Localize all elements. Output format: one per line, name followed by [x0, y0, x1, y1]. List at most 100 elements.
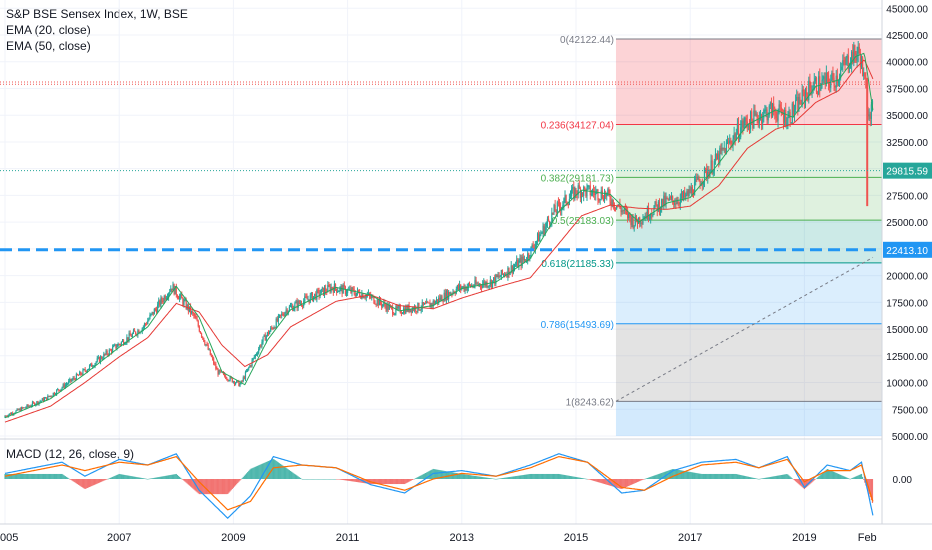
candle-body — [283, 315, 285, 317]
candle-body — [432, 300, 434, 306]
macd-histogram-bar — [114, 475, 116, 479]
macd-histogram-bar — [819, 475, 821, 479]
fibonacci-retracement[interactable]: 0(42122.44)0.236(34127.04)0.382(29181.73… — [541, 35, 882, 436]
macd-histogram-bar — [740, 475, 742, 479]
candle-body — [735, 133, 737, 141]
macd-histogram-bar — [482, 477, 484, 479]
macd-histogram-bar — [209, 479, 211, 495]
macd-histogram-bar — [249, 469, 251, 479]
candle-body — [856, 53, 858, 61]
candle-body — [57, 389, 59, 391]
macd-histogram-bar — [522, 474, 524, 479]
macd-histogram-bar — [523, 474, 525, 479]
candle-body — [679, 198, 681, 205]
macd-histogram-bar — [476, 476, 478, 479]
macd-histogram-bar — [578, 477, 580, 479]
candle-body — [826, 72, 829, 76]
macd-histogram-bar — [802, 479, 804, 489]
macd-histogram-bar — [513, 476, 516, 479]
candle-body — [725, 142, 728, 154]
macd-histogram-bar — [735, 474, 737, 479]
macd-histogram-bar — [303, 479, 305, 480]
macd-histogram-bar — [719, 473, 721, 479]
macd-histogram-bar — [16, 473, 18, 479]
macd-histogram-bar — [113, 476, 115, 479]
candle-body — [623, 208, 625, 211]
candle-body — [269, 331, 271, 335]
macd-histogram-bar — [812, 479, 814, 482]
candle-body — [337, 291, 339, 293]
candle-body — [248, 367, 250, 369]
candle-body — [320, 289, 322, 294]
macd-histogram-bar — [718, 473, 720, 479]
candle-body — [594, 192, 596, 195]
candle-body — [596, 190, 598, 192]
candle-body — [343, 285, 345, 287]
candle-body — [571, 188, 573, 196]
macd-histogram-bar — [651, 476, 653, 479]
candle-body — [20, 407, 23, 412]
macd-histogram-bar — [305, 479, 307, 480]
macd-histogram-bar — [38, 473, 40, 479]
candle-body — [768, 105, 770, 116]
candle-body — [480, 286, 483, 288]
candle-body — [590, 193, 592, 196]
macd-histogram-bar — [573, 476, 575, 479]
macd-histogram-bar — [129, 475, 131, 479]
candle-body — [118, 343, 120, 345]
macd-histogram-bar — [222, 479, 225, 495]
macd-histogram-bar — [859, 474, 862, 479]
macd-histogram-bar — [642, 479, 644, 480]
candle-body — [352, 287, 354, 290]
overlay-lines[interactable] — [0, 81, 882, 402]
candle-body — [410, 309, 412, 313]
candle-body — [769, 102, 771, 106]
macd-histogram-bar — [377, 479, 379, 485]
candle-body — [349, 288, 351, 290]
candle-body — [519, 258, 521, 261]
candle-body — [827, 75, 830, 84]
time-tick-label: 2007 — [107, 532, 131, 544]
macd-histogram-bar — [565, 475, 567, 479]
candle-body — [640, 222, 642, 224]
candle-body — [824, 76, 826, 84]
candle-body — [299, 303, 301, 305]
macd-histogram-bar — [764, 477, 766, 479]
candle-body — [475, 280, 477, 285]
candle-body — [222, 372, 225, 374]
macd-histogram-bar — [54, 473, 57, 479]
macd-histogram-bar — [442, 470, 444, 479]
macd-histogram-bar — [312, 479, 315, 480]
candle-body — [132, 330, 135, 334]
macd-histogram-bar — [490, 478, 493, 479]
macd-histogram-bar — [426, 472, 428, 479]
macd-histogram-bar — [535, 473, 538, 479]
candle-body — [602, 198, 605, 201]
candle-body — [377, 299, 379, 306]
macd-histogram-bar — [438, 469, 440, 479]
macd-histogram-bar — [420, 475, 422, 479]
macd-histogram-bar — [441, 470, 443, 479]
macd-histogram-bar — [668, 470, 670, 479]
candle-body — [184, 300, 186, 302]
macd-histogram-bar — [410, 479, 412, 481]
macd-histogram-bar — [691, 472, 693, 479]
candle-body — [607, 189, 609, 193]
candle-body — [531, 244, 533, 247]
candle-body — [42, 398, 45, 402]
macd-histogram-bar — [296, 475, 298, 479]
macd-histogram-bar — [854, 476, 856, 479]
macd-histogram-bar — [314, 479, 316, 480]
candle-body — [435, 299, 438, 302]
candle-body — [693, 181, 696, 196]
macd-histogram-bar — [702, 473, 704, 479]
macd-histogram-bar — [776, 475, 778, 479]
macd-histogram-bar — [707, 473, 709, 479]
macd-histogram-bar — [598, 479, 600, 483]
candle-body — [522, 256, 524, 260]
candle-body — [634, 215, 636, 226]
candle-body — [275, 318, 277, 328]
macd-histogram-bar — [261, 463, 263, 479]
macd-histogram-bar — [187, 479, 189, 485]
